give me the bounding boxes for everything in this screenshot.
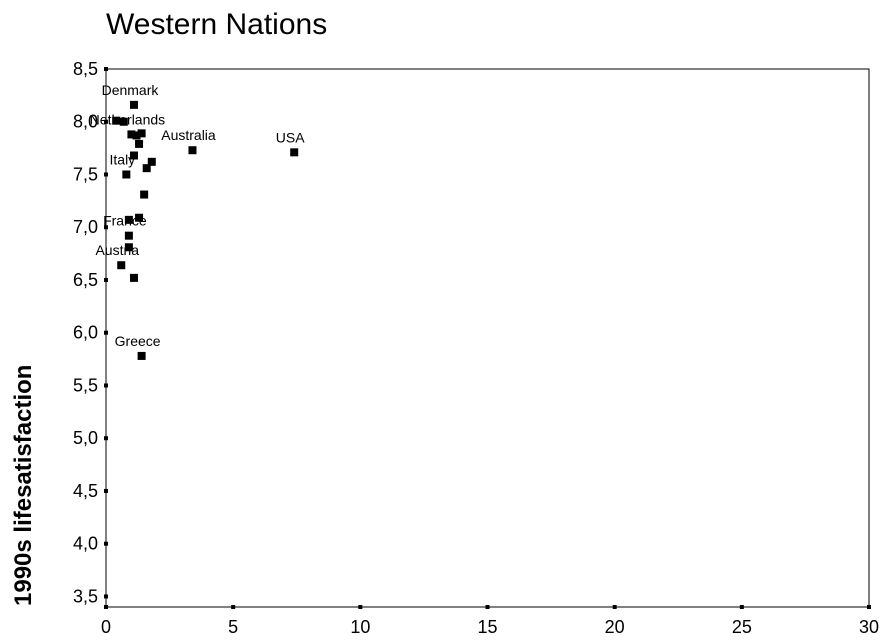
- y-tick-mark: [104, 331, 108, 335]
- data-point: [290, 148, 298, 156]
- point-label: France: [103, 213, 147, 229]
- data-point: [130, 274, 138, 282]
- y-tick-mark: [104, 489, 108, 493]
- x-tick-mark: [104, 605, 108, 609]
- y-tick-label: 6,0: [73, 323, 98, 343]
- y-tick-label: 7,0: [73, 217, 98, 237]
- y-tick-label: 4,5: [73, 481, 98, 501]
- y-tick-mark: [104, 436, 108, 440]
- data-point: [138, 352, 146, 360]
- y-tick-label: 3,5: [73, 586, 98, 606]
- y-tick-mark: [104, 278, 108, 282]
- y-tick-label: 4,0: [73, 534, 98, 554]
- y-tick-label: 8,5: [73, 59, 98, 79]
- point-label: Greece: [115, 333, 161, 349]
- y-tick-mark: [104, 383, 108, 387]
- y-tick-label: 6,5: [73, 270, 98, 290]
- data-point: [188, 146, 196, 154]
- y-tick-label: 7,5: [73, 164, 98, 184]
- x-tick-label: 10: [350, 617, 370, 637]
- x-tick-mark: [740, 605, 744, 609]
- plot-area: [106, 69, 869, 607]
- data-point: [125, 232, 133, 240]
- x-axis: 0 5 10 15 20 25 30: [101, 605, 879, 637]
- y-tick-mark: [104, 172, 108, 176]
- x-tick-label: 20: [605, 617, 625, 637]
- data-point: [117, 261, 125, 269]
- x-tick-mark: [231, 605, 235, 609]
- point-label: Italy: [110, 151, 136, 167]
- x-tick-label: 0: [101, 617, 111, 637]
- y-axis: 3,54,04,55,05,56,06,57,07,58,08,5: [73, 59, 108, 606]
- x-tick-mark: [613, 605, 617, 609]
- x-tick-mark: [867, 605, 871, 609]
- y-tick-label: 5,5: [73, 375, 98, 395]
- data-point: [140, 191, 148, 199]
- data-point: [135, 140, 143, 148]
- x-tick-label: 25: [732, 617, 752, 637]
- x-tick-label: 15: [477, 617, 497, 637]
- data-point: [143, 164, 151, 172]
- y-tick-mark: [104, 542, 108, 546]
- data-point: [138, 129, 146, 137]
- y-axis-label: 1990s lifesatisfaction: [10, 365, 37, 606]
- chart-title: Western Nations: [106, 8, 327, 41]
- y-tick-mark: [104, 594, 108, 598]
- y-tick-label: 5,0: [73, 428, 98, 448]
- y-tick-mark: [104, 67, 108, 71]
- point-label: Netherlands: [90, 111, 166, 127]
- point-label: USA: [276, 129, 305, 145]
- data-point: [130, 101, 138, 109]
- x-tick-mark: [486, 605, 490, 609]
- point-label: Australia: [161, 127, 216, 143]
- x-tick-label: 30: [859, 617, 879, 637]
- x-tick-mark: [358, 605, 362, 609]
- data-point: [122, 170, 130, 178]
- point-label: Denmark: [102, 82, 160, 98]
- point-label: Austria: [95, 242, 139, 258]
- x-tick-label: 5: [228, 617, 238, 637]
